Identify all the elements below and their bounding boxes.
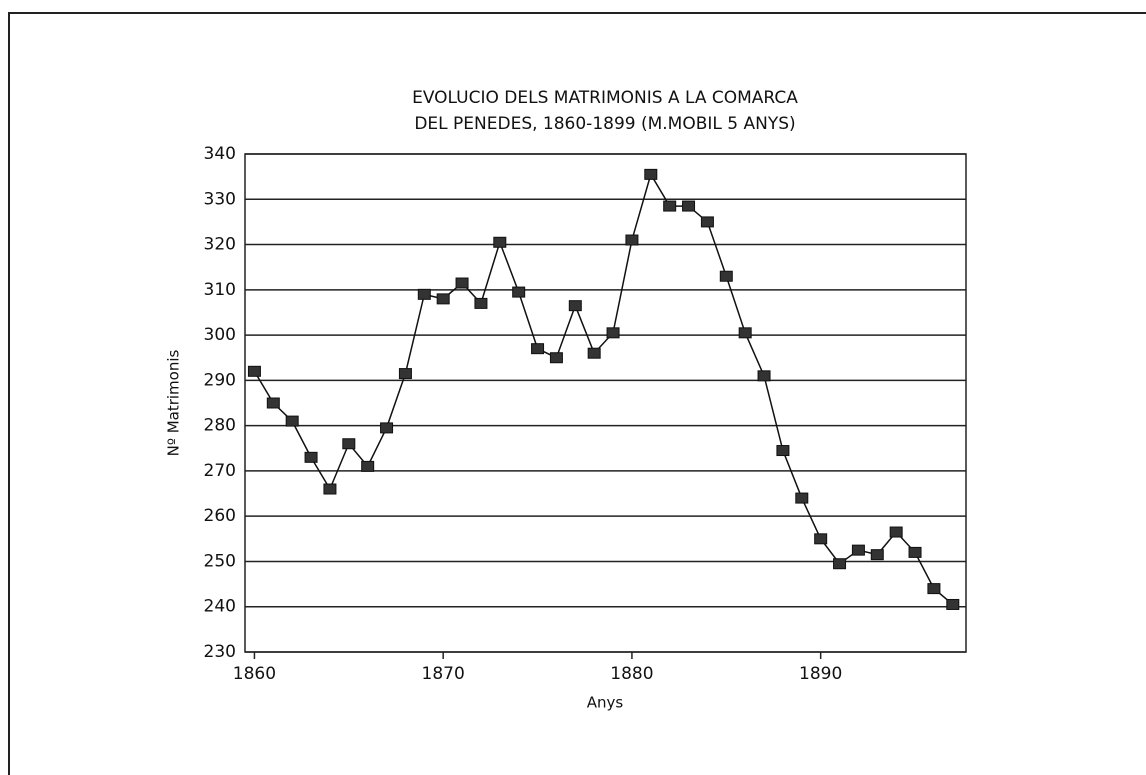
line [253,172,954,606]
marker [833,558,847,570]
y-tick-label: 290 [204,370,236,390]
y-tick-label: 320 [204,235,236,255]
marker [908,546,922,558]
marker [663,200,677,212]
marker [776,445,790,457]
y-tick-label: 340 [204,144,236,164]
y-tick-label: 280 [204,416,236,436]
y-tick-label: 310 [204,280,236,300]
y-tick-label: 270 [204,461,236,481]
marker [247,365,261,377]
chart-title: DEL PENEDES, 1860-1899 (M.MOBIL 5 ANYS) [414,114,795,134]
y-tick-label: 240 [204,597,236,617]
marker [700,216,714,228]
marker [323,483,337,495]
marker [870,549,884,561]
marker [493,236,507,248]
marker [927,583,941,595]
x-tick-label: 1870 [422,664,465,684]
marker [380,422,394,434]
marker [531,343,545,355]
marker [757,370,771,382]
marker [304,451,318,463]
marker [285,415,299,427]
plot-border [244,153,967,653]
marker [625,234,639,246]
marker [644,168,658,180]
marker [361,460,375,472]
x-tick-label: 1890 [799,664,842,684]
marker [342,438,356,450]
marker [568,300,582,312]
y-tick-label: 250 [204,551,236,571]
y-tick-label: 300 [204,325,236,345]
y-tick-label: 330 [204,189,236,209]
x-tick-label: 1860 [233,664,276,684]
marker [719,270,733,282]
marker [266,397,280,409]
marker [889,526,903,538]
marker [814,533,828,545]
y-axis-label: Nº Matrimonis [165,349,183,456]
marker [549,352,563,364]
x-tick-label: 1880 [610,664,653,684]
chart-title: EVOLUCIO DELS MATRIMONIS A LA COMARCA [412,88,798,108]
frame [8,12,1146,775]
marker [587,347,601,359]
y-tick-label: 260 [204,506,236,526]
x-axis-label: Anys [587,694,624,712]
marker [795,492,809,504]
marker [436,293,450,305]
y-tick-label: 230 [204,642,236,662]
marker [851,544,865,556]
marker [417,288,431,300]
marker [946,598,960,610]
marker [512,286,526,298]
marker [738,327,752,339]
marker [606,327,620,339]
marker [474,297,488,309]
marker [398,368,412,380]
marker [682,200,696,212]
marker [455,277,469,289]
